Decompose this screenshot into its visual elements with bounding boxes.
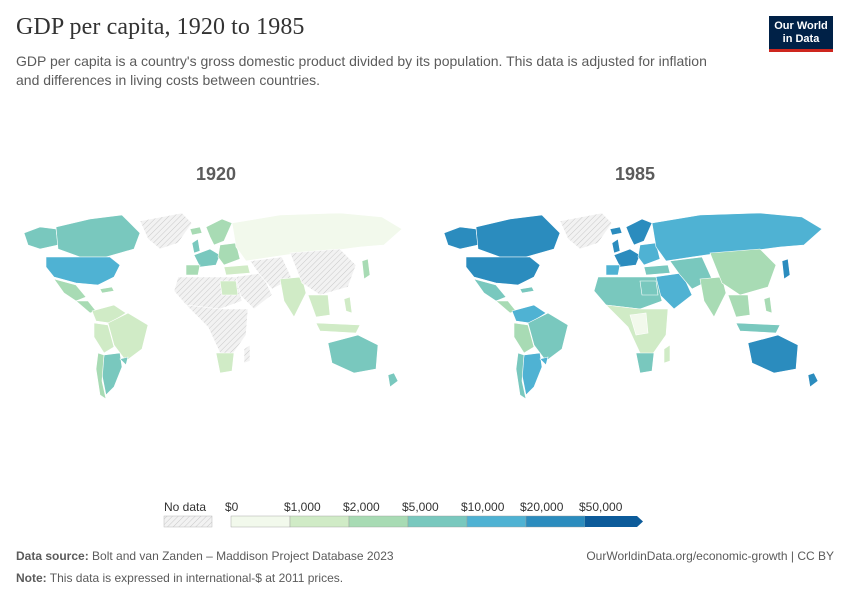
southeast-asia[interactable]	[727, 294, 751, 318]
world-map-1920	[23, 212, 403, 400]
owid-logo[interactable]: Our World in Data	[769, 16, 833, 52]
canada[interactable]	[475, 214, 561, 258]
china[interactable]	[289, 248, 357, 296]
india[interactable]	[279, 276, 307, 318]
indonesia[interactable]	[315, 322, 361, 334]
caribbean[interactable]	[519, 286, 535, 294]
sub-saharan-africa[interactable]	[185, 304, 249, 356]
scandinavia[interactable]	[205, 218, 233, 246]
eastern-europe[interactable]	[217, 242, 241, 266]
legend-tick-label: $0	[225, 500, 239, 514]
new-zealand[interactable]	[807, 372, 819, 388]
egypt[interactable]	[219, 280, 239, 296]
mexico[interactable]	[53, 278, 87, 302]
source-label: Data source:	[16, 549, 89, 563]
australia[interactable]	[327, 334, 379, 374]
legend-bin-0[interactable]	[230, 515, 291, 528]
legend	[163, 515, 643, 528]
legend-tick-label: $50,000	[579, 500, 623, 514]
soviet-union[interactable]	[651, 212, 823, 262]
madagascar[interactable]	[243, 344, 251, 364]
note-label: Note:	[16, 571, 47, 585]
chile[interactable]	[515, 352, 527, 400]
eastern-europe[interactable]	[637, 242, 661, 266]
egypt[interactable]	[639, 280, 659, 296]
turkey[interactable]	[223, 264, 251, 276]
uruguay[interactable]	[119, 356, 129, 366]
central-africa[interactable]	[629, 312, 649, 336]
southern-africa[interactable]	[635, 352, 655, 374]
logo-line-1: Our World	[774, 20, 828, 32]
caribbean[interactable]	[99, 286, 115, 294]
canada[interactable]	[55, 214, 141, 258]
argentina[interactable]	[521, 352, 543, 396]
brazil[interactable]	[527, 312, 569, 362]
legend-tick-label: $10,000	[461, 500, 505, 514]
iberia[interactable]	[185, 264, 201, 276]
united-kingdom[interactable]	[191, 238, 201, 254]
world-map-1985	[443, 212, 823, 400]
map-title-1985: 1985	[614, 164, 656, 184]
philippines[interactable]	[763, 296, 773, 314]
peru-bolivia[interactable]	[93, 322, 115, 354]
legend-tick-label: $1,000	[284, 500, 321, 514]
uruguay[interactable]	[539, 356, 549, 366]
united-kingdom[interactable]	[611, 238, 621, 254]
australia[interactable]	[747, 334, 799, 374]
united-states[interactable]	[465, 256, 541, 286]
chart-subtitle: GDP per capita is a country's gross dome…	[16, 53, 707, 88]
legend-tick-label: $2,000	[343, 500, 380, 514]
legend-bin-3[interactable]	[407, 515, 468, 528]
attribution-link[interactable]: OurWorldinData.org/economic-growth | CC …	[586, 549, 834, 563]
philippines[interactable]	[343, 296, 353, 314]
legend-no-data-swatch[interactable]	[163, 515, 213, 528]
legend-bin-6[interactable]	[585, 516, 643, 527]
peru-bolivia[interactable]	[513, 322, 535, 354]
argentina[interactable]	[101, 352, 123, 396]
note-line: Note: This data is expressed in internat…	[16, 571, 343, 585]
china[interactable]	[709, 248, 777, 296]
soviet-union[interactable]	[231, 212, 403, 262]
iceland[interactable]	[609, 226, 623, 236]
southern-africa[interactable]	[215, 352, 235, 374]
chart-title: GDP per capita, 1920 to 1985	[16, 14, 305, 40]
note-text: This data is expressed in international-…	[49, 571, 344, 585]
turkey[interactable]	[643, 264, 671, 276]
southeast-asia[interactable]	[307, 294, 331, 318]
source-link[interactable]: Bolt and van Zanden – Maddison Project D…	[92, 549, 394, 563]
map-title-1920: 1920	[195, 164, 237, 184]
alaska[interactable]	[443, 226, 479, 250]
greenland[interactable]	[559, 212, 613, 250]
indonesia[interactable]	[735, 322, 781, 334]
source-line: Data source: Bolt and van Zanden – Maddi…	[16, 549, 394, 563]
legend-tick-label: $5,000	[402, 500, 439, 514]
united-states[interactable]	[45, 256, 121, 286]
japan[interactable]	[781, 258, 791, 280]
legend-bin-1[interactable]	[289, 515, 350, 528]
new-zealand[interactable]	[387, 372, 399, 388]
legend-bin-5[interactable]	[525, 515, 586, 528]
alaska[interactable]	[23, 226, 59, 250]
madagascar[interactable]	[663, 344, 671, 364]
legend-bin-4[interactable]	[466, 515, 527, 528]
india[interactable]	[699, 276, 727, 318]
greenland[interactable]	[139, 212, 193, 250]
legend-tick-label: $20,000	[520, 500, 564, 514]
legend-no-data-label: No data	[164, 500, 207, 514]
iberia[interactable]	[605, 264, 621, 276]
brazil[interactable]	[107, 312, 149, 362]
scandinavia[interactable]	[625, 218, 653, 246]
chile[interactable]	[95, 352, 107, 400]
logo-line-2: in Data	[782, 33, 820, 45]
mexico[interactable]	[473, 278, 507, 302]
legend-bin-2[interactable]	[348, 515, 409, 528]
japan[interactable]	[361, 258, 371, 280]
iceland[interactable]	[189, 226, 203, 236]
